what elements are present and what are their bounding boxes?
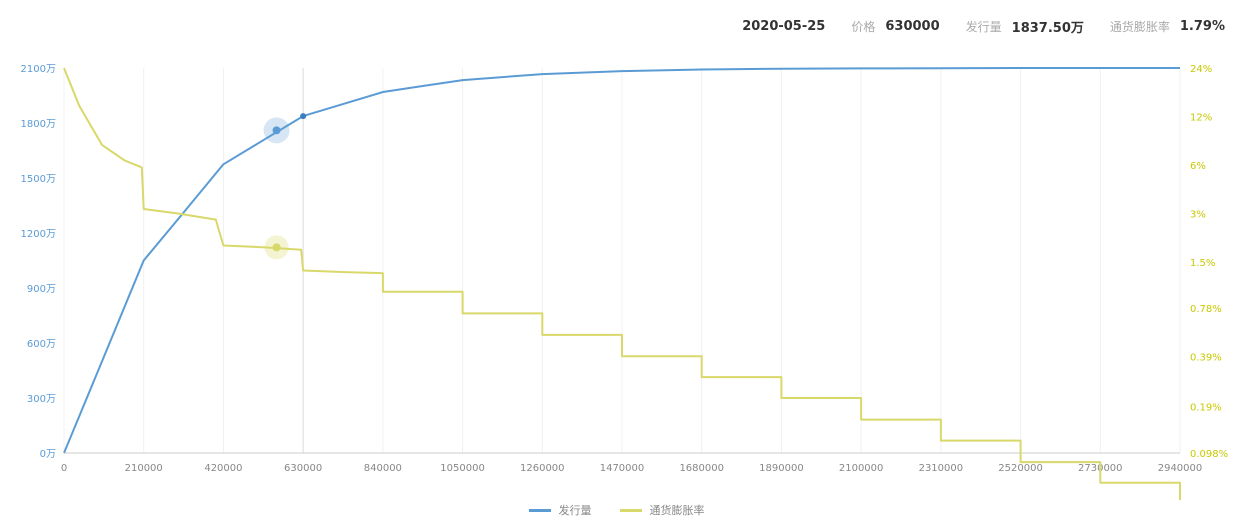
y-right-tick-label: 0.78%: [1190, 304, 1222, 315]
x-tick-label: 1680000: [679, 463, 724, 474]
series-line-inflation: [63, 67, 1181, 501]
y-right-tick-label: 3%: [1190, 210, 1206, 221]
y1-value: 1837.50万: [1011, 20, 1084, 36]
legend-item-inflation[interactable]: 通货膨胀率: [619, 502, 705, 518]
x-value: 630000: [885, 18, 940, 34]
y-right-tick-label: 24%: [1190, 64, 1212, 75]
y-right-tick-label: 6%: [1190, 161, 1206, 172]
x-tick-label: 1890000: [759, 463, 804, 474]
x-tick-label: 1470000: [600, 463, 645, 474]
series-line-issuance: [63, 67, 1180, 454]
x-tick-label: 630000: [284, 463, 322, 474]
y-left-tick-label: 300万: [27, 394, 56, 405]
y-left-tick-label: 1500万: [21, 174, 56, 185]
chart-legend: 发行量 通货膨胀率: [0, 502, 1233, 518]
chart-series: [63, 67, 1181, 501]
y-right-tick-label: 0.19%: [1190, 403, 1222, 414]
hover-point-inflation: [272, 243, 281, 252]
y-left-tick-label: 600万: [27, 339, 56, 350]
x-label: 价格: [851, 19, 876, 34]
x-tick-label: 2940000: [1158, 463, 1203, 474]
hover-point-issuance: [272, 126, 281, 135]
y2-label: 通货膨胀率: [1109, 19, 1170, 34]
y-right-tick-label: 1.5%: [1190, 258, 1215, 269]
legend-label-issuance: 发行量: [558, 504, 592, 517]
y1-label: 发行量: [965, 19, 1002, 34]
y-left-tick-label: 0万: [40, 449, 56, 460]
y-left-tick-label: 900万: [27, 284, 56, 295]
x-tick-label: 0: [61, 463, 67, 474]
x-tick-label: 2520000: [998, 463, 1043, 474]
legend-swatch-inflation: [619, 508, 642, 512]
x-tick-label: 2310000: [919, 463, 964, 474]
y-left-tick-label: 1800万: [21, 119, 56, 130]
chart-axes: 0 210000 420000 630000 840000 1050000 1260000 1…: [21, 64, 1229, 474]
x-tick-label: 2100000: [839, 463, 884, 474]
x-tick-label: 840000: [364, 463, 402, 474]
legend-swatch-issuance: [528, 508, 551, 512]
x-tick-label: 210000: [125, 463, 163, 474]
y-right-tick-label: 0.39%: [1190, 352, 1222, 363]
x-tick-label: 420000: [204, 463, 242, 474]
legend-label-inflation: 通货膨胀率: [649, 504, 705, 517]
crosshair-point-issuance: [300, 113, 307, 120]
chart-grid: [63, 68, 1181, 453]
x-tick-label: 1050000: [440, 463, 485, 474]
x-tick-label: 1260000: [520, 463, 565, 474]
y-left-tick-label: 1200万: [21, 229, 56, 240]
y-right-tick-label: 0.098%: [1190, 449, 1228, 460]
chart-markers: [263, 113, 307, 260]
y-left-tick-label: 2100万: [21, 64, 56, 75]
y-right-tick-label: 12%: [1190, 113, 1212, 124]
y2-value: 1.79%: [1179, 18, 1225, 34]
legend-item-issuance[interactable]: 发行量: [528, 502, 592, 518]
date-value: 2020-05-25: [742, 18, 826, 34]
tooltip-header: 2020-05-25 价格 630000 发行量 1837.50万 通货膨胀率 …: [742, 14, 1225, 38]
